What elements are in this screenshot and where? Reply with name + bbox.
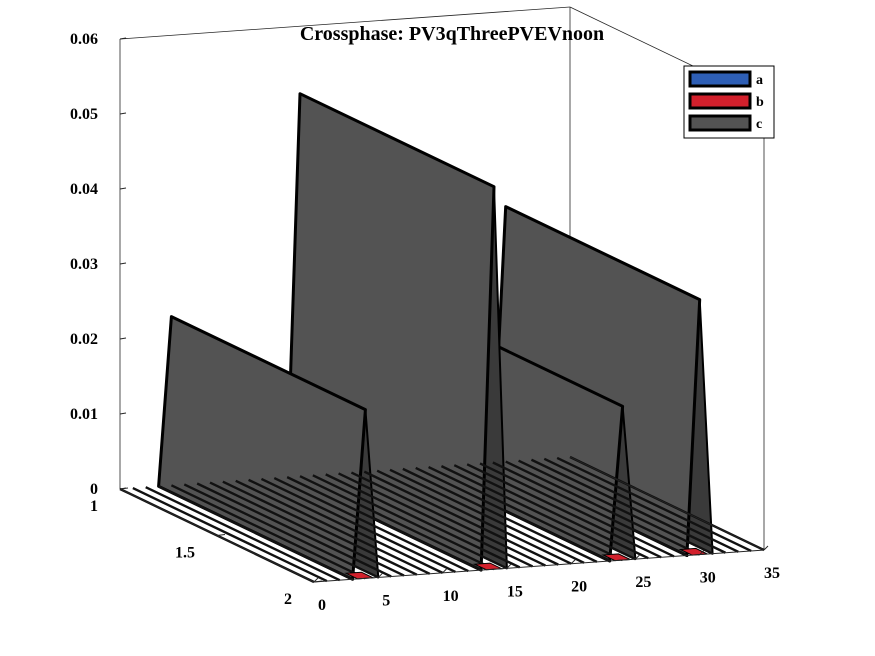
legend-swatch (688, 70, 752, 88)
baseline-ribbon (440, 465, 636, 561)
y-tick (216, 534, 226, 536)
x-tick (699, 550, 705, 555)
x-tick-label: 25 (635, 574, 651, 591)
x-tick-label: 20 (571, 579, 587, 596)
x-tick (313, 577, 319, 583)
z-tick (119, 412, 127, 415)
x-tick (763, 545, 769, 551)
y-tick (119, 487, 129, 490)
baseline-ribbon (376, 469, 572, 565)
z-tick-label: 0.06 (70, 31, 98, 48)
baseline-ribbon (158, 485, 354, 581)
legend-swatch (688, 92, 752, 110)
baseline-ribbon (389, 468, 585, 564)
baseline-ribbon (415, 466, 611, 563)
x-tick (442, 568, 447, 574)
x-tick (635, 554, 640, 560)
baseline-ribbon (453, 464, 649, 560)
z-tick-label: 0 (90, 481, 98, 498)
x-tick (570, 559, 576, 565)
legend-label: a (756, 73, 763, 88)
y-tick-label: 1.5 (175, 545, 195, 562)
legend-label: c (756, 117, 762, 132)
z-tick (119, 37, 127, 40)
y-tick (313, 580, 323, 583)
z-tick (119, 262, 127, 265)
x-tick (506, 563, 512, 569)
baseline-ribbon (325, 473, 521, 569)
x-tick-label: 10 (443, 588, 459, 605)
baseline-ribbon (492, 461, 688, 557)
z-tick (119, 112, 127, 115)
y-tick-label: 2 (284, 591, 292, 608)
baseline-ribbon (543, 457, 739, 553)
baseline-ribbon (222, 480, 418, 576)
baseline-ribbon (132, 487, 328, 583)
baseline-ribbon (170, 484, 366, 580)
ridge-peak (157, 315, 380, 581)
z-tick-label: 0.02 (70, 331, 98, 348)
z-tick (119, 187, 127, 190)
chart-title: Crossphase: PV3qThreePVEVnoon (300, 23, 604, 45)
baseline-ribbon (530, 458, 726, 554)
baseline-ribbon (466, 463, 662, 559)
legend-swatch (688, 114, 752, 132)
baseline-ribbon (299, 475, 495, 571)
z-tick-label: 0.03 (70, 256, 98, 273)
baseline-ribbon (260, 477, 456, 574)
baseline-ribbon (505, 460, 701, 556)
z-tick-label: 0.05 (70, 106, 98, 123)
axis-edge-right-floor (569, 456, 765, 551)
x-tick-label: 15 (507, 583, 523, 600)
z-tick (119, 337, 127, 340)
baseline-ribbon (402, 467, 598, 563)
legend: abc (683, 65, 775, 139)
baseline-ribbon (273, 476, 469, 573)
baseline-ribbon (312, 474, 508, 570)
axis-edge-back-top (119, 6, 571, 40)
y-tick-label: 1 (90, 498, 98, 515)
baseline-ribbon (338, 472, 534, 568)
baseline-ribbon (428, 465, 624, 562)
baseline-ribbon (196, 482, 392, 578)
baseline-ribbon (363, 470, 559, 566)
baseline-ribbon (350, 471, 546, 567)
baseline-ribbon (518, 459, 714, 555)
z-tick-label: 0.01 (70, 406, 98, 423)
x-tick-label: 30 (700, 570, 716, 587)
axis-ticks: 0 0.01 0.02 0.03 0.04 0.05 0.06 0 5 10 15 20 25 30 35 1… (70, 31, 780, 614)
baseline-ribbon (145, 486, 341, 582)
x-tick-label: 35 (764, 565, 780, 582)
baseline-ribbon (209, 481, 405, 577)
legend-label: b (756, 95, 764, 110)
baseline-ribbon (556, 456, 752, 552)
baseline-ribbon (479, 462, 675, 558)
baseline-ribbon (235, 479, 431, 575)
z-tick-label: 0.04 (70, 181, 98, 198)
axis-edge-x (313, 549, 765, 583)
x-tick-label: 5 (382, 592, 390, 609)
baseline-ribbon (286, 476, 482, 572)
baseline-ribbon (248, 478, 444, 574)
baseline-ribbon (183, 483, 379, 579)
x-tick (377, 573, 383, 578)
x-tick-label: 0 (318, 597, 326, 614)
